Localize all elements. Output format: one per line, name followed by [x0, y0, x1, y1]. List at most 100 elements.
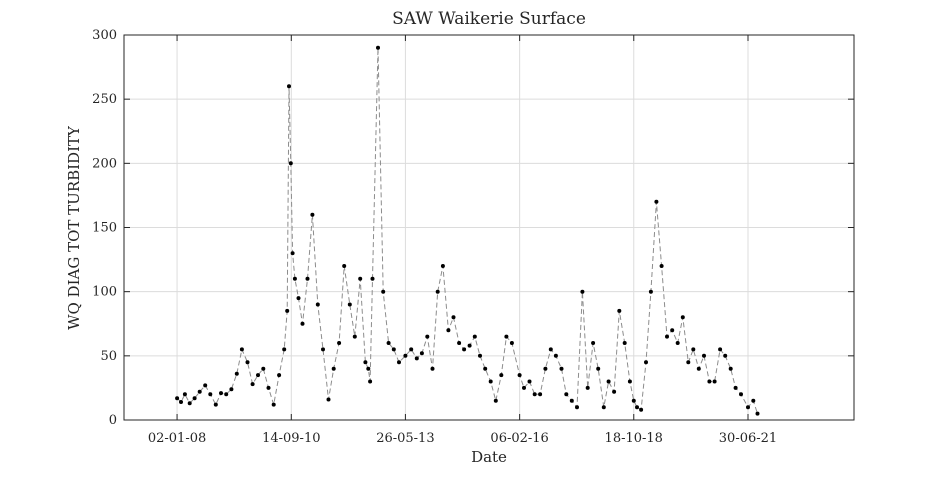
data-point: [457, 341, 462, 345]
data-point: [370, 276, 375, 281]
data-point: [462, 347, 467, 352]
data-point: [288, 161, 293, 166]
data-point: [659, 264, 664, 268]
data-point: [509, 341, 514, 345]
y-axis-label: WQ DIAG TOT TURBIDITY: [65, 125, 83, 330]
y-tick-label: 300: [92, 28, 117, 43]
x-tick-label: 18-10-18: [605, 431, 663, 446]
data-point: [337, 341, 342, 345]
data-point: [386, 341, 391, 345]
x-tick-label: 02-01-08: [148, 431, 206, 446]
data-point: [635, 405, 639, 410]
data-point: [580, 289, 585, 294]
data-point: [363, 360, 368, 365]
data-point: [347, 302, 352, 307]
data-point: [617, 308, 622, 313]
data-point: [287, 84, 291, 89]
data-point: [440, 264, 445, 268]
data-point: [639, 407, 644, 412]
data-point: [654, 199, 659, 204]
data-point: [718, 347, 723, 352]
data-point: [686, 360, 691, 365]
data-point: [208, 392, 213, 397]
data-point: [596, 366, 601, 371]
data-point: [493, 398, 498, 403]
data-point: [627, 379, 632, 384]
data-point: [467, 343, 472, 348]
data-point: [266, 385, 271, 390]
data-point: [553, 353, 558, 358]
data-point: [277, 373, 282, 378]
data-point: [179, 400, 183, 404]
data-point: [665, 334, 669, 339]
data-point: [680, 315, 685, 320]
data-point: [707, 379, 712, 384]
data-point: [271, 402, 276, 407]
data-point: [261, 366, 266, 371]
x-tick-label: 06-02-16: [490, 431, 548, 446]
data-point: [250, 382, 255, 387]
data-point: [296, 296, 301, 301]
data-point: [517, 373, 522, 378]
y-tick-label: 50: [100, 349, 117, 364]
data-point: [702, 353, 706, 358]
data-point: [229, 387, 234, 392]
chart-title: SAW Waikerie Surface: [392, 9, 586, 29]
data-point: [419, 351, 424, 356]
data-point: [483, 366, 488, 371]
data-point: [391, 347, 396, 352]
data-point: [192, 396, 197, 401]
data-point: [300, 321, 305, 326]
data-point: [285, 308, 290, 313]
data-point: [591, 341, 596, 345]
data-point: [648, 289, 653, 294]
data-point: [239, 347, 244, 352]
data-point: [331, 366, 336, 371]
data-point: [409, 347, 414, 352]
data-point: [446, 328, 451, 333]
data-point: [543, 366, 548, 371]
data-point: [368, 379, 373, 384]
data-point: [342, 264, 347, 268]
data-point: [522, 385, 526, 390]
data-point: [213, 402, 218, 407]
data-point: [352, 334, 357, 339]
data-point: [728, 366, 733, 371]
data-point: [712, 379, 717, 384]
y-tick-label: 250: [92, 92, 117, 107]
data-point: [292, 276, 297, 281]
data-point: [548, 347, 553, 352]
data-point: [751, 398, 756, 403]
data-point: [397, 360, 401, 365]
data-point: [366, 366, 371, 371]
data-point: [315, 302, 320, 307]
data-point: [538, 392, 543, 397]
data-point: [575, 405, 579, 410]
x-tick-label: 26-05-13: [376, 431, 434, 446]
data-point: [631, 398, 636, 403]
data-point: [723, 353, 728, 358]
data-point: [376, 45, 380, 50]
data-point: [321, 347, 325, 352]
data-point: [197, 389, 202, 394]
grid: [124, 34, 854, 421]
data-point: [414, 356, 419, 361]
data-point: [478, 353, 482, 358]
data-point: [675, 341, 680, 345]
data-point: [310, 212, 315, 217]
data-point: [451, 315, 456, 320]
data-point: [403, 353, 408, 358]
series-layer: [175, 45, 760, 416]
data-point: [430, 366, 435, 371]
data-point: [644, 360, 648, 365]
data-point: [245, 360, 250, 365]
data-point: [504, 334, 509, 339]
data-point: [256, 373, 260, 378]
data-point: [203, 383, 208, 388]
data-point: [606, 379, 611, 384]
data-point: [612, 389, 617, 394]
data-point: [425, 334, 430, 339]
data-point: [282, 347, 287, 352]
